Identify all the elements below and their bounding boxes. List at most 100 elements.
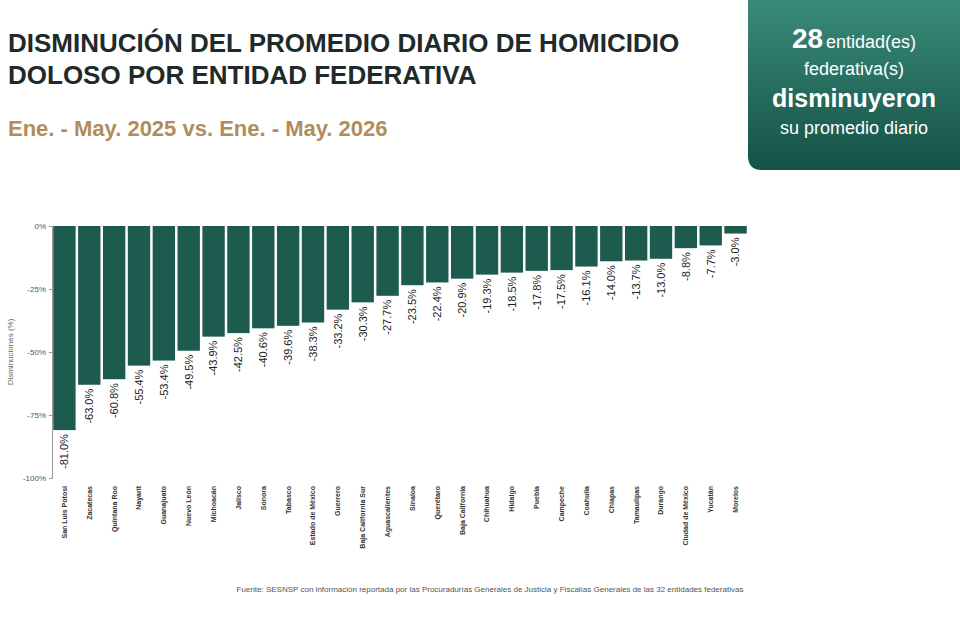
x-tick-label: Jalisco	[235, 486, 242, 510]
x-tick: Baja California Sur	[359, 484, 367, 549]
bar	[401, 226, 423, 285]
bar	[78, 226, 100, 385]
bar	[277, 226, 299, 326]
x-tick: Guanajuato	[160, 484, 168, 525]
x-tick-label: Coahuila	[583, 486, 590, 516]
data-label: -33.2%	[332, 313, 344, 348]
data-label: -27.7%	[381, 300, 393, 335]
x-tick-label: Baja California	[459, 486, 467, 535]
y-tick: -25%	[27, 285, 52, 294]
bar	[426, 226, 448, 282]
bar	[202, 226, 224, 337]
data-label: -18.5%	[506, 276, 518, 311]
x-tick: Tamaulipas	[633, 484, 641, 524]
bar	[53, 226, 75, 430]
x-tick: Chihuahua	[483, 484, 490, 522]
bars	[53, 226, 747, 430]
x-tick: Michoacán	[210, 484, 217, 522]
y-tick-mark	[49, 289, 52, 290]
data-label: -53.4%	[158, 364, 170, 399]
data-label: -60.8%	[108, 383, 120, 418]
y-tick: 0%	[34, 222, 52, 231]
y-axis-line	[49, 227, 53, 479]
data-label: -19.3%	[481, 278, 493, 313]
bar	[700, 226, 722, 245]
bar	[675, 226, 697, 248]
bar	[252, 226, 274, 328]
bar	[650, 226, 672, 259]
x-tick-label: Sonora	[260, 486, 267, 510]
x-tick-label: Nayarit	[135, 485, 143, 509]
x-tick-label: Quintana Roo	[111, 486, 119, 532]
x-tick-label: Chihuahua	[483, 486, 490, 522]
data-label: -13.7%	[630, 264, 642, 299]
bar	[302, 226, 324, 323]
data-label: -8.8%	[680, 252, 692, 281]
x-tick: Jalisco	[235, 484, 242, 510]
x-tick-label: Morelos	[732, 486, 739, 513]
y-tick-mark	[49, 415, 52, 416]
x-tick-label: Sinaloa	[409, 486, 416, 511]
badge-text: disminuyeron	[772, 84, 936, 112]
x-tick-label: Campeche	[558, 486, 566, 522]
x-tick-label: Chiapas	[608, 486, 616, 513]
x-tick-label: San Luis Potosí	[61, 485, 68, 539]
bar	[128, 226, 150, 366]
bar	[526, 226, 548, 271]
x-tick-label: Hidalgo	[508, 486, 516, 512]
bar	[724, 226, 746, 234]
subtitle: Ene. - May. 2025 vs. Ene. - May. 2026	[8, 116, 388, 141]
x-tick: Guerrero	[334, 484, 341, 516]
x-tick-label: Michoacán	[210, 486, 217, 522]
bar	[376, 226, 398, 296]
data-label: -63.0%	[83, 389, 95, 424]
y-tick-mark	[49, 352, 52, 353]
badge-line: 28entidad(es)	[792, 23, 916, 54]
bar	[103, 226, 125, 379]
x-tick: Estado de México	[309, 484, 316, 545]
x-tick: Campeche	[558, 484, 566, 521]
data-labels: -81.0%-63.0%-60.8%-55.4%-53.4%-49.5%-43.…	[58, 237, 741, 469]
data-label: -17.8%	[531, 275, 543, 310]
x-tick-label: Tabasco	[285, 486, 292, 514]
y-tick: -100%	[23, 474, 52, 483]
y-tick-mark	[49, 226, 52, 227]
bar	[451, 226, 473, 279]
x-tick-label: Estado de México	[309, 486, 316, 545]
y-tick-label: -50%	[27, 348, 46, 357]
data-label: -3.0%	[729, 237, 741, 266]
data-label: -81.0%	[58, 434, 70, 469]
x-tick: Quintana Roo	[111, 484, 119, 532]
x-tick-label: Yucatán	[707, 486, 714, 513]
badge	[748, 0, 960, 170]
bar	[327, 226, 349, 310]
data-label: -55.4%	[133, 369, 145, 404]
data-label: -23.5%	[406, 289, 418, 324]
x-tick: Puebla	[533, 484, 540, 509]
data-label: -38.3%	[307, 326, 319, 361]
data-label: -43.9%	[207, 340, 219, 375]
x-tick: Chiapas	[608, 484, 616, 513]
x-tick-label: Baja California Sur	[359, 486, 367, 549]
x-tick: San Luis Potosí	[61, 484, 68, 539]
bar	[600, 226, 622, 261]
badge-text: entidad(es)	[826, 32, 916, 52]
title-line: DISMINUCIÓN DEL PROMEDIO DIARIO DE HOMIC…	[8, 28, 679, 58]
x-tick: Hidalgo	[508, 484, 516, 512]
data-label: -13.0%	[655, 263, 667, 298]
bar	[550, 226, 572, 270]
x-tick: Ciudad de México	[682, 484, 689, 546]
chart: DISMINUCIÓN DEL PROMEDIO DIARIO DE HOMIC…	[0, 0, 960, 617]
data-label: -22.4%	[431, 286, 443, 321]
data-label: -30.3%	[357, 306, 369, 341]
x-tick: Coahuila	[583, 484, 590, 516]
x-tick: Zacatecas	[86, 484, 93, 520]
y-tick-label: -25%	[27, 285, 46, 294]
data-label: -39.6%	[282, 330, 294, 365]
x-tick: Sonora	[260, 484, 267, 510]
bar	[501, 226, 523, 273]
data-label: -20.9%	[456, 282, 468, 317]
y-tick-label: 0%	[34, 222, 46, 231]
data-label: -7.7%	[705, 249, 717, 278]
x-tick: Baja California	[459, 484, 467, 535]
